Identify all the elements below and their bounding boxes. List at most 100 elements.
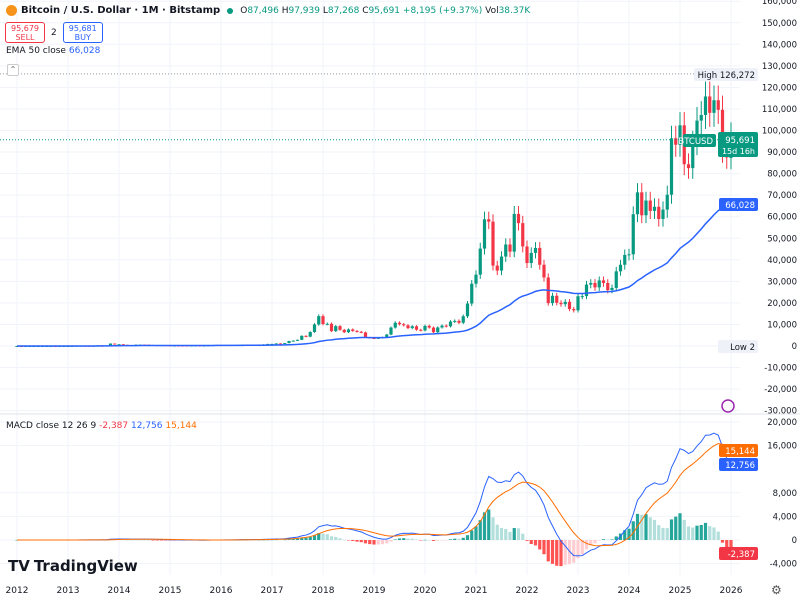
macd-histogram-bar [380, 540, 385, 545]
macd-histogram-bar [491, 517, 495, 540]
macd-histogram-bar [665, 528, 669, 540]
tradingview-logo[interactable]: 𝗧𝗩 TradingView [8, 557, 138, 575]
macd-histogram-bar [155, 540, 159, 541]
macd-histogram-bar [397, 538, 402, 540]
price-tick-label: 10,000 [767, 320, 797, 330]
symbol-title[interactable]: Bitcoin / U.S. Dollar · 1M · Bitstamp [21, 5, 221, 16]
macd-tick-label: 20,000 [767, 418, 797, 428]
macd-histogram-bar [389, 540, 393, 542]
macd-histogram-bar [444, 540, 448, 541]
macd-tick-label: 4,000 [773, 512, 797, 522]
signal-line [17, 443, 732, 547]
macd-histogram-bar [474, 526, 478, 540]
macd-histogram-bar [457, 538, 461, 540]
candle [295, 339, 300, 341]
macd-histogram-bar [555, 540, 559, 566]
settings-gear-icon[interactable]: ⚙ [771, 583, 782, 597]
macd-legend[interactable]: MACD close 12 26 9 -2,387 12,756 15,144 [6, 421, 197, 431]
market-open-icon [227, 7, 234, 14]
candle [699, 114, 703, 121]
candle [674, 138, 678, 145]
candle [580, 296, 584, 298]
candle [287, 341, 291, 344]
time-tick-label: 2018 [312, 586, 335, 596]
macd-histogram-bar [529, 540, 533, 545]
candle [618, 264, 623, 272]
price-tick-label: 80,000 [767, 170, 797, 180]
macd-histogram-bar [355, 540, 359, 542]
time-tick-label: 2020 [414, 586, 437, 596]
macd-histogram-bar [703, 522, 708, 540]
collapse-legend-button[interactable]: ⌃ [7, 64, 19, 76]
candle [504, 244, 508, 257]
candle [567, 301, 572, 310]
price-tick-label: -30,000 [764, 407, 797, 417]
candle [334, 326, 338, 332]
macd-histogram-bar [334, 536, 338, 540]
price-tick-label: 100,000 [762, 127, 797, 137]
candle [572, 309, 576, 311]
time-tick-label: 2026 [720, 586, 743, 596]
macd-histogram-bar [295, 538, 300, 540]
candle [589, 282, 593, 285]
macd-histogram-bar [542, 540, 546, 555]
hist-tag: -2,387 [728, 550, 755, 560]
candle [708, 96, 712, 113]
candle [436, 327, 440, 333]
candle [669, 138, 674, 195]
macd-tag: 12,756 [725, 461, 755, 471]
macd-histogram-bar [533, 540, 538, 546]
macd-tick-label: 16,000 [767, 442, 797, 452]
macd-histogram-bar [623, 530, 627, 540]
macd-histogram-bar [427, 539, 431, 541]
macd-histogram-bar [644, 514, 648, 540]
candle [317, 316, 321, 325]
buy-button[interactable]: 95,681 BUY [62, 22, 103, 43]
sell-button[interactable]: 95,679 SELL [5, 22, 45, 43]
candle [461, 316, 465, 323]
macd-histogram-bar [550, 540, 555, 564]
macd-histogram-bar [563, 540, 567, 565]
ohlc-values: O87,496 H97,939 L87,268 C95,691 +8,195 (… [240, 5, 531, 16]
price-tick-label: 90,000 [767, 148, 797, 158]
macd-histogram-bar [708, 526, 712, 540]
macd-histogram-bar [712, 527, 716, 540]
candles [15, 81, 733, 347]
macd-histogram-bar [402, 538, 406, 540]
candle [691, 142, 695, 169]
macd-histogram-bar [725, 540, 729, 552]
macd-histogram-bar [125, 539, 130, 541]
macd-histogram-bar [151, 540, 155, 541]
candle [686, 164, 691, 169]
macd-histogram-bar [652, 519, 657, 540]
time-tick-label: 2015 [159, 586, 182, 596]
price-tick-label: 20,000 [767, 299, 797, 309]
price-tick-label: 140,000 [762, 40, 797, 50]
macd-histogram-bar [504, 529, 508, 540]
candle [406, 325, 410, 329]
macd-histogram-bar [159, 540, 164, 541]
price-tick-label: -10,000 [764, 364, 797, 374]
macd-histogram-bar [559, 540, 563, 567]
candle [474, 274, 478, 284]
candle [117, 344, 121, 346]
countdown: 15d 16h [722, 147, 755, 156]
macd-histogram-bar [584, 540, 589, 550]
price-tick-label: 120,000 [762, 83, 797, 93]
candle [363, 332, 368, 338]
macd-histogram-bar [304, 537, 308, 540]
macd-histogram-bar [567, 540, 572, 565]
candle [338, 326, 342, 330]
candle [389, 327, 393, 335]
candle [576, 296, 580, 311]
symbol-tag: BTCUSD [678, 137, 713, 147]
macd-histogram-bar [410, 538, 414, 540]
ema-legend[interactable]: EMA 50 close 66,028 [6, 46, 101, 56]
candle [512, 213, 516, 252]
candle [631, 214, 635, 255]
candle [542, 264, 546, 278]
candle [291, 340, 295, 342]
macd-histogram-bar [516, 528, 521, 540]
time-tick-label: 2022 [516, 586, 539, 596]
